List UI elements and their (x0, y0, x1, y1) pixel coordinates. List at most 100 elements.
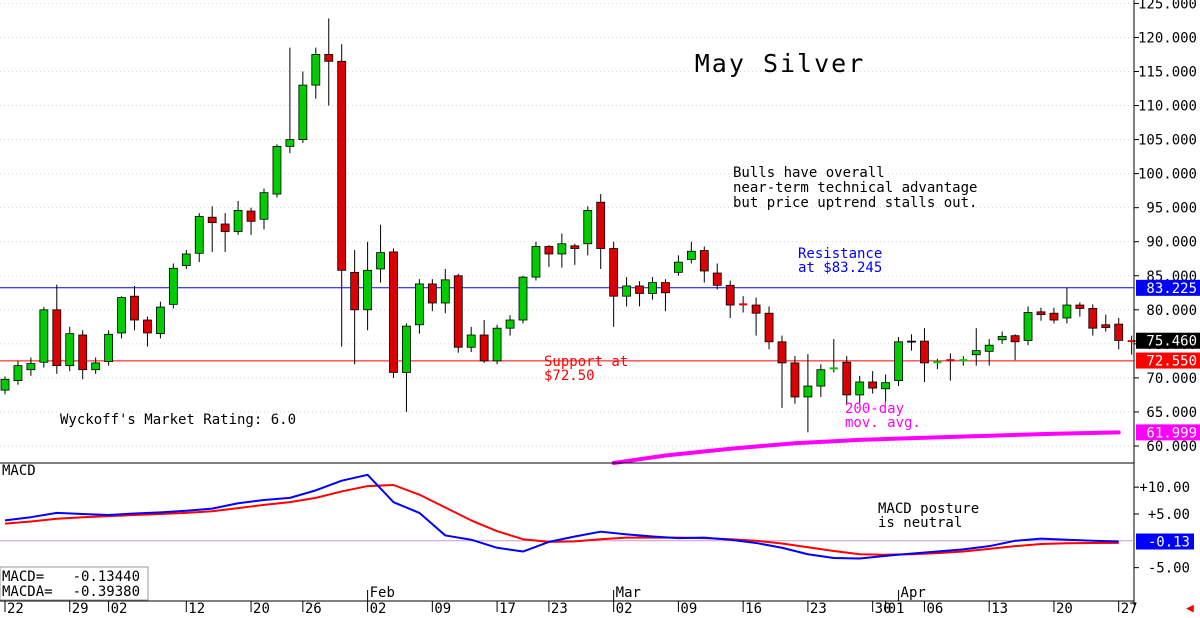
candle (674, 255, 683, 276)
candle (168, 263, 178, 309)
candle-body (544, 246, 554, 255)
macd-series-line (4, 473, 1119, 560)
candle-body (168, 267, 178, 305)
date-tick-label: 30 (875, 601, 892, 617)
candle-body (803, 385, 813, 398)
candle (1062, 288, 1072, 324)
candle (194, 213, 204, 263)
candle (971, 328, 981, 366)
macd-value-tag: -0.13 (1148, 535, 1190, 551)
price-tick-label: 95.000 (1146, 201, 1197, 217)
price-tick-label: 90.000 (1146, 235, 1197, 251)
candle (0, 376, 10, 395)
candle (531, 241, 541, 281)
candle-body (78, 334, 88, 371)
candle-body (777, 341, 787, 364)
candle (130, 285, 139, 331)
price-tag: 75.460 (1146, 334, 1197, 350)
date-tick-label: 13 (991, 601, 1008, 617)
candle-body (971, 350, 981, 356)
candle-body (246, 210, 256, 222)
candle (959, 356, 968, 366)
candle-body (557, 243, 567, 255)
candle-body (207, 216, 217, 224)
moving-average-layer (611, 430, 1121, 465)
resistance-note: Resistance at $83.245 (798, 246, 882, 276)
candle (583, 206, 593, 256)
price-tag: 72.550 (1146, 354, 1197, 370)
candle-body (686, 250, 696, 260)
candle (842, 356, 852, 406)
candle-body (104, 333, 113, 362)
candle (155, 301, 165, 339)
price-tick-label: 60.000 (1146, 439, 1197, 455)
candle-body (440, 279, 450, 304)
candle-body (790, 362, 800, 398)
candle-body (997, 335, 1007, 341)
price-tag-box (1136, 332, 1200, 349)
moving-average-note: 200-day mov. avg. (845, 401, 921, 431)
macd-readout-box (0, 566, 149, 601)
candle-body (52, 309, 62, 367)
candle (1075, 302, 1085, 317)
candle (427, 279, 437, 312)
candle (466, 326, 476, 353)
candle (609, 241, 619, 327)
candle (414, 279, 424, 334)
price-tick-label: 120.000 (1138, 30, 1197, 46)
candle-body (920, 340, 929, 364)
candle-body (881, 382, 890, 390)
candle-body (13, 365, 23, 382)
date-tick-label: 17 (499, 601, 516, 617)
candle (39, 307, 49, 368)
candle-body (479, 334, 489, 362)
candle (143, 316, 152, 347)
back-arrow-icon[interactable]: ◀ (1186, 601, 1194, 616)
candle (389, 248, 398, 378)
support-resistance-lines (0, 287, 1134, 362)
candle (337, 44, 347, 347)
candle (505, 315, 515, 336)
candle-body (350, 271, 360, 311)
candle (868, 371, 878, 394)
candle (376, 224, 385, 283)
note-line: Support at (544, 354, 628, 370)
candle-body (816, 369, 826, 387)
candle (91, 357, 101, 374)
note-line: $72.50 (544, 368, 595, 384)
candle-body (155, 306, 165, 335)
candle-body (1062, 304, 1072, 319)
candle-body (363, 269, 373, 311)
candle (479, 320, 489, 363)
price-tick-label: 65.000 (1146, 405, 1197, 421)
candle (699, 246, 709, 283)
candle-body (518, 276, 528, 321)
candle-body (414, 283, 424, 326)
candle-body (1075, 304, 1085, 309)
date-tick-label: 22 (7, 601, 24, 617)
candle (52, 284, 62, 374)
candle-body (0, 378, 10, 391)
candle (78, 330, 88, 380)
macda-series-line (4, 484, 1119, 556)
price-tick-label: 110.000 (1138, 99, 1197, 115)
candle-body (855, 381, 865, 396)
market-rating: Wyckoff's Market Rating: 6.0 (60, 412, 296, 428)
date-tick-label: 23 (810, 601, 827, 617)
candle (907, 334, 916, 351)
candle-body (907, 340, 916, 343)
price-axis: 60.00065.00070.00075.00080.00085.00090.0… (0, 0, 1200, 605)
candle-body (661, 282, 670, 294)
candle (233, 200, 243, 235)
candle-body (531, 246, 541, 278)
candle (1114, 317, 1124, 350)
candle-body (1101, 324, 1111, 328)
candle (311, 47, 321, 99)
candle-body (674, 261, 683, 273)
candle (13, 360, 23, 385)
candle-body (389, 251, 398, 373)
candle (686, 241, 696, 264)
candle (220, 213, 230, 252)
candle (492, 324, 502, 365)
